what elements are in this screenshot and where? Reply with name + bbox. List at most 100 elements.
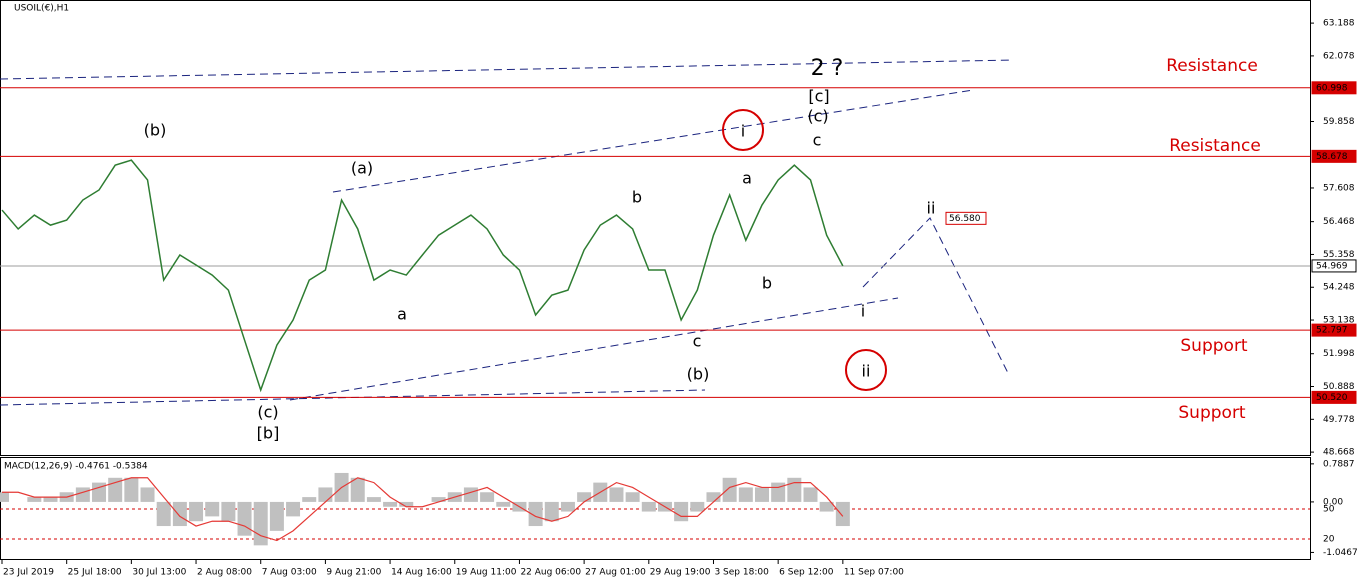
macd-bar <box>156 501 171 527</box>
wave-label: [c] <box>808 87 829 106</box>
zone-label: Resistance <box>1166 56 1258 76</box>
x-tick-label: 30 Jul 13:00 <box>132 568 186 578</box>
level-label-box <box>1311 390 1357 404</box>
x-tick-label: 11 Sep 07:00 <box>844 568 904 578</box>
wave-label: c <box>813 131 822 150</box>
macd-bar <box>286 501 301 517</box>
macd-bar <box>544 501 559 522</box>
macd-bar <box>43 497 58 502</box>
macd-bar <box>75 487 90 502</box>
chart-title: USOIL(€),H1 <box>14 4 69 14</box>
x-tick-label: 2 Aug 08:00 <box>197 568 252 578</box>
wave-label: (b) <box>144 121 167 140</box>
level-label-box <box>1311 323 1357 337</box>
wave-label: b <box>762 274 772 293</box>
signal-line <box>2 477 844 542</box>
zone-label: Support <box>1180 336 1248 356</box>
wave-label: [b] <box>257 424 280 443</box>
y-tick-label: 0.00 <box>1323 497 1343 507</box>
level-label: 60.998 <box>1316 83 1348 93</box>
macd-bar <box>221 501 236 522</box>
wave-label: c <box>693 332 702 351</box>
x-tick-label: 29 Aug 19:00 <box>650 568 711 578</box>
y-tick-label: 0.7887 <box>1323 459 1355 469</box>
x-tick-label: 7 Aug 03:00 <box>262 568 317 578</box>
zone-label: Resistance <box>1169 136 1261 156</box>
macd-bar <box>124 477 139 502</box>
x-tick-label: 3 Sep 18:00 <box>714 568 769 578</box>
price-frame <box>0 0 1311 456</box>
level-label: 54.969 <box>1316 261 1348 271</box>
zone-label: Support <box>1178 403 1246 423</box>
y-tick-label: 62.078 <box>1323 51 1355 61</box>
x-tick-label: 9 Aug 21:00 <box>326 568 381 578</box>
macd-bar <box>302 497 317 502</box>
wave-circle <box>845 349 887 391</box>
wave-label: (a) <box>351 159 373 178</box>
trend-line <box>332 89 974 193</box>
macd-bar <box>560 501 575 512</box>
x-tick-label: 22 Aug 06:00 <box>520 568 581 578</box>
wave-label: 2 ? <box>811 56 844 81</box>
macd-bar <box>738 487 753 502</box>
target-label: 56.580 <box>949 214 981 224</box>
macd-bar <box>172 501 187 527</box>
target-box <box>945 211 987 225</box>
price-line <box>1 159 844 393</box>
y-tick-label: 51.998 <box>1323 349 1355 359</box>
y2-tick-label: 20 <box>1323 535 1335 545</box>
x-tick-label: 6 Sep 12:00 <box>779 568 834 578</box>
macd-bar <box>431 497 446 502</box>
macd-bar <box>383 501 398 507</box>
y-tick-label: 53.138 <box>1323 316 1355 326</box>
wave-label: a <box>742 169 752 188</box>
x-tick-label: 14 Aug 16:00 <box>391 568 452 578</box>
macd-bar <box>480 492 495 502</box>
macd-bar <box>27 497 42 502</box>
macd-bar <box>0 492 9 502</box>
macd-bar <box>92 482 107 502</box>
wave-label: i <box>861 302 865 321</box>
macd-bar <box>609 487 624 502</box>
trend-line <box>0 59 1014 80</box>
macd-bar <box>399 501 414 507</box>
macd-bar <box>237 501 252 536</box>
level-label: 58.678 <box>1316 152 1348 162</box>
macd-bar <box>189 501 204 522</box>
wave-label: b <box>632 188 642 207</box>
macd-bar <box>140 487 155 502</box>
x-tick-label: 23 Jul 2019 <box>3 568 54 578</box>
wave-label: a <box>397 305 407 324</box>
macd-bar <box>496 501 511 507</box>
macd-bar <box>205 501 220 517</box>
macd-bar <box>253 501 268 546</box>
level-label-box <box>1311 81 1357 95</box>
macd-bar <box>625 492 640 502</box>
macd-title: MACD(12,26,9) -0.4761 -0.5384 <box>4 462 148 472</box>
y-tick-label: 57.608 <box>1323 183 1355 193</box>
wave-label: ii <box>862 362 871 381</box>
macd-bar <box>754 487 769 502</box>
y-tick-label: 59.858 <box>1323 117 1355 127</box>
macd-bar <box>366 497 381 502</box>
y-tick-label: 63.188 <box>1323 19 1355 29</box>
macd-bar <box>787 477 802 502</box>
macd-bar <box>350 477 365 502</box>
y-tick-label: 55.358 <box>1323 250 1355 260</box>
macd-bar <box>835 501 850 527</box>
wave-label: (b) <box>687 365 710 384</box>
trend-line <box>289 297 899 401</box>
level-label: 52.797 <box>1316 326 1348 336</box>
wave-label: (c) <box>807 107 828 126</box>
macd-bar <box>819 501 834 512</box>
x-tick-label: 27 Aug 01:00 <box>585 568 646 578</box>
macd-bar <box>674 501 689 522</box>
forecast-path <box>862 217 1009 374</box>
level-label-box <box>1311 149 1357 163</box>
wave-circle <box>722 109 764 151</box>
level-label-box <box>1311 259 1357 273</box>
macd-bar <box>722 477 737 502</box>
wave-label: ii <box>927 199 936 218</box>
wave-label: i <box>741 122 745 141</box>
